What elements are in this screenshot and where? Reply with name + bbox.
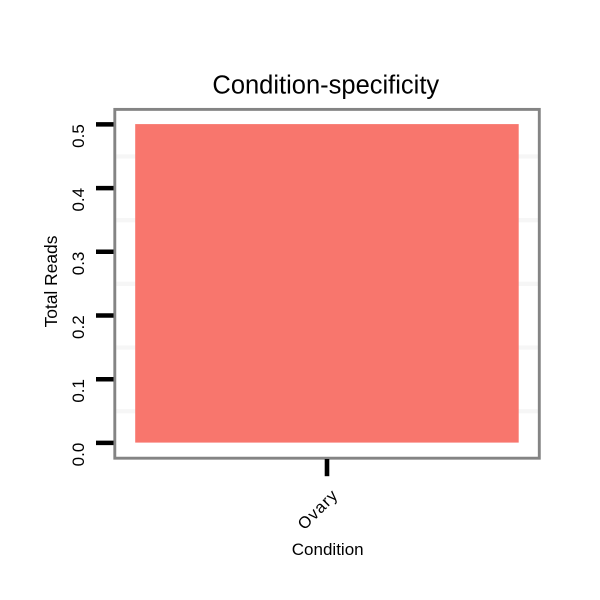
svg-text:0.4: 0.4 (69, 188, 88, 212)
svg-text:Condition-specificity: Condition-specificity (212, 71, 439, 99)
svg-text:Total Reads: Total Reads (41, 235, 61, 327)
svg-text:0.2: 0.2 (69, 315, 88, 339)
svg-text:0.1: 0.1 (69, 379, 88, 403)
svg-text:Condition: Condition (292, 540, 364, 559)
svg-text:0.3: 0.3 (69, 252, 88, 276)
svg-text:0.0: 0.0 (69, 443, 88, 467)
svg-text:0.5: 0.5 (69, 124, 88, 148)
